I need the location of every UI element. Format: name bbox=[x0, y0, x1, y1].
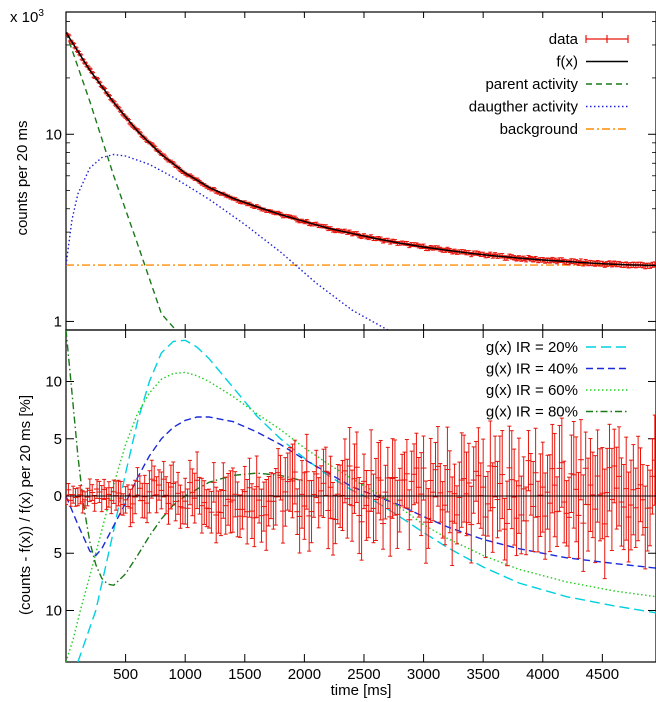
x-tick-label: 1500 bbox=[228, 666, 261, 683]
series-line-g-x-ir-80 bbox=[66, 330, 305, 587]
top-y-multiplier: x 103 bbox=[10, 8, 44, 26]
top-series-group bbox=[66, 32, 656, 330]
legend-label-g-x-ir-40: g(x) IR = 40% bbox=[486, 361, 578, 378]
series-line-parent-activity bbox=[66, 32, 177, 330]
top-legend: data f(x) parent activity daugther activity… bbox=[469, 31, 629, 138]
x-tick-label: 2000 bbox=[288, 666, 321, 683]
top-y-tick-label: 1 bbox=[54, 313, 62, 330]
bottom-y-axis-label: (counts - f(x)) / f(x) per 20 ms [%] bbox=[17, 395, 34, 615]
bottom-y-tick-label: 5 bbox=[54, 431, 62, 448]
legend-label-g-x-ir-80: g(x) IR = 80% bbox=[486, 404, 578, 421]
top-y-ticks: 1 10 bbox=[45, 12, 656, 330]
top-y-tick-label: 10 bbox=[45, 126, 62, 143]
legend-label-data: data bbox=[549, 31, 579, 48]
series-line-g-x-ir-20 bbox=[77, 339, 656, 662]
bottom-y-tick-label: 10 bbox=[45, 602, 62, 619]
legend-label-parent-activity: parent activity bbox=[485, 76, 578, 93]
bottom-y-tick-label: 0 bbox=[54, 488, 62, 505]
series-errorbars-data bbox=[66, 414, 656, 580]
legend-label-background: background bbox=[500, 121, 578, 138]
bottom-y-tick-label: 5 bbox=[54, 545, 62, 562]
x-tick-label: 3500 bbox=[466, 666, 499, 683]
bottom-series-group bbox=[66, 330, 656, 662]
x-tick-label: 500 bbox=[113, 666, 138, 683]
x-tick-label: 1000 bbox=[169, 666, 202, 683]
bottom-legend: g(x) IR = 20% g(x) IR = 40% g(x) IR = 60% g… bbox=[486, 339, 628, 421]
series-line-f-x bbox=[66, 32, 656, 267]
x-tick-label: 3000 bbox=[407, 666, 440, 683]
legend-label-f-x: f(x) bbox=[556, 54, 578, 71]
bottom-y-tick-label: 10 bbox=[45, 374, 62, 391]
legend-label-g-x-ir-20: g(x) IR = 20% bbox=[486, 339, 578, 356]
series-line-daugther-activity bbox=[66, 153, 389, 330]
x-axis-label: time [ms] bbox=[331, 682, 392, 699]
x-tick-label: 4500 bbox=[586, 666, 619, 683]
panel-bottom: (counts - f(x)) / f(x) per 20 ms [%] tim… bbox=[17, 329, 656, 699]
bottom-axis-ticks: 10 5 0 5 10 500 1000 1500 2000 2500 3000 3500 4000 45… bbox=[45, 330, 656, 683]
panel-top: x 103 counts per 20 ms 1 10 data f(x) paren… bbox=[10, 8, 656, 331]
legend-label-g-x-ir-60: g(x) IR = 60% bbox=[486, 382, 578, 399]
x-tick-label: 4000 bbox=[526, 666, 559, 683]
top-y-axis-label: counts per 20 ms bbox=[14, 120, 31, 235]
legend-label-daugther-activity: daugther activity bbox=[469, 99, 579, 116]
x-tick-label: 2500 bbox=[347, 666, 380, 683]
